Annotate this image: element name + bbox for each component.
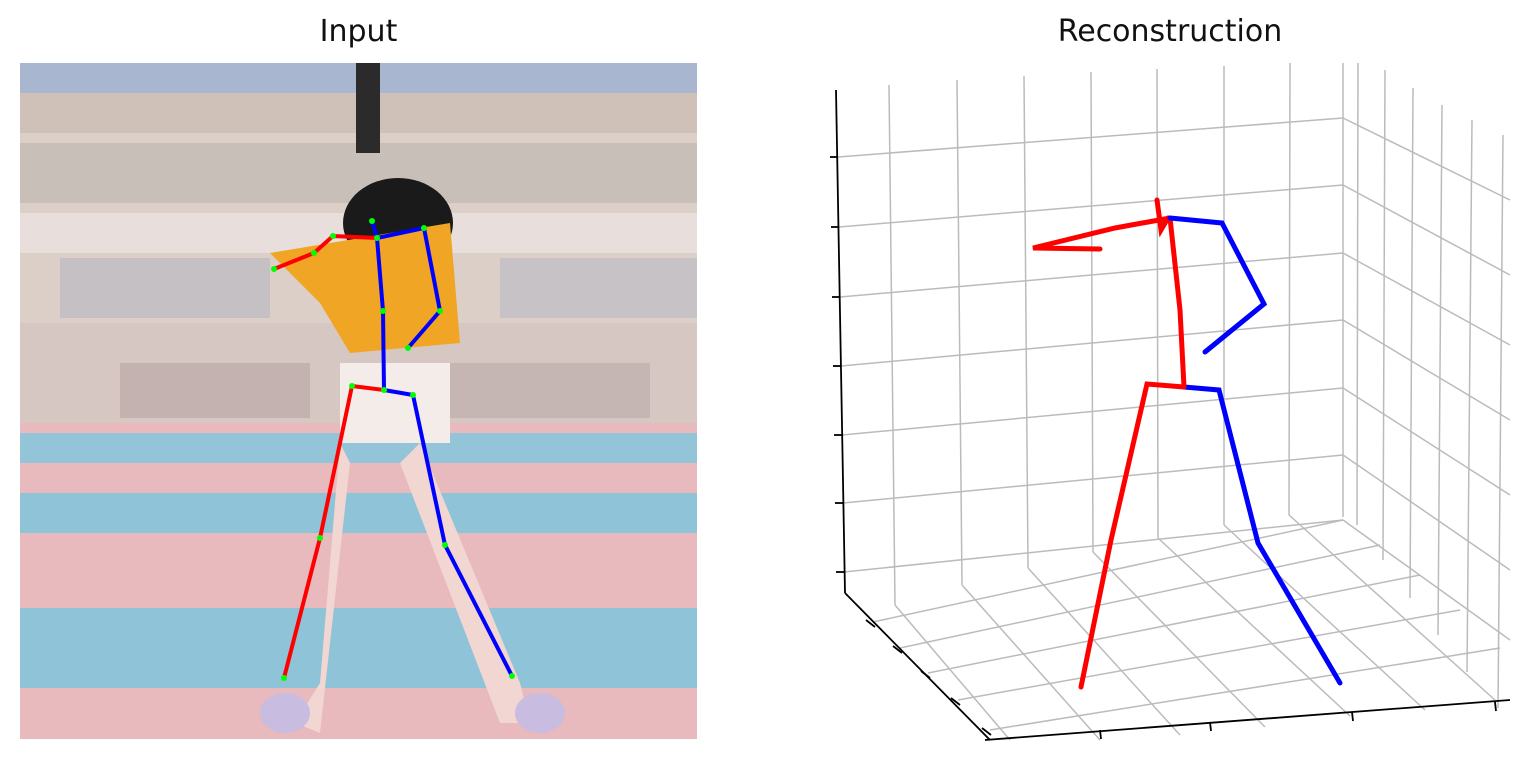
reconstruction-3d-plot (830, 62, 1511, 741)
skeleton-2d (272, 219, 514, 680)
input-image-panel (20, 63, 697, 739)
grid-lines (837, 62, 1511, 741)
reconstruction-panel (830, 62, 1520, 753)
joints-2d (271, 218, 515, 681)
skeleton-3d (1032, 197, 1343, 690)
reconstruction-title: Reconstruction (1057, 14, 1283, 49)
input-title: Input (319, 14, 398, 49)
plot-axes (830, 89, 1511, 741)
input-photo (20, 63, 697, 739)
